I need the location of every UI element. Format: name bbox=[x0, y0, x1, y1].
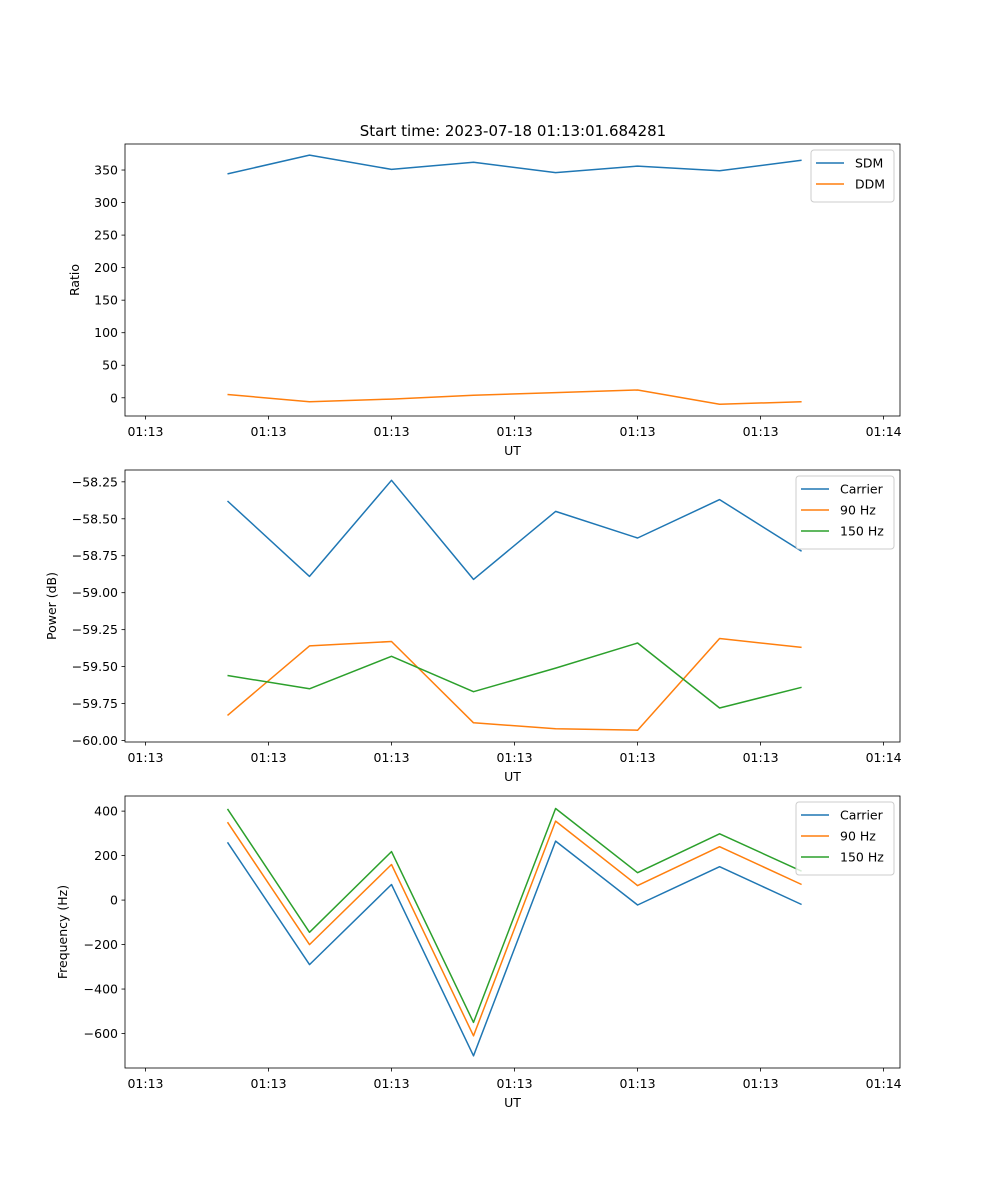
x-tick-label: 01:13 bbox=[251, 424, 287, 439]
y-tick-label: 400 bbox=[94, 804, 118, 819]
x-tick-label: 01:13 bbox=[743, 750, 779, 765]
y-tick-label: 0 bbox=[110, 390, 118, 405]
y-tick-label: 200 bbox=[94, 260, 118, 275]
y-tick-label: −200 bbox=[84, 937, 118, 952]
y-tick-label: 0 bbox=[110, 893, 118, 908]
x-tick-label: 01:13 bbox=[620, 1076, 656, 1091]
y-tick-label: −59.00 bbox=[72, 585, 118, 600]
legend-label: SDM bbox=[855, 156, 883, 171]
x-axis-label: UT bbox=[504, 769, 521, 784]
x-axis-label: UT bbox=[504, 443, 521, 458]
x-tick-label: 01:14 bbox=[866, 424, 902, 439]
chart-panel-3: −600 −400 −200 0 200 400 01:13 01:13 01:13 01:13 0… bbox=[55, 795, 902, 1110]
x-tick-label: 01:13 bbox=[743, 424, 779, 439]
figure-title: Start time: 2023-07-18 01:13:01.684281 bbox=[360, 122, 666, 140]
legend-label: DDM bbox=[855, 177, 885, 192]
series-line-90-hz bbox=[226, 820, 802, 1037]
x-tick-label: 01:13 bbox=[251, 1076, 287, 1091]
legend: Carrier 90 Hz 150 Hz bbox=[795, 801, 895, 876]
x-tick-label: 01:13 bbox=[620, 424, 656, 439]
x-tick-label: 01:13 bbox=[497, 424, 533, 439]
y-tick-label: 100 bbox=[94, 325, 118, 340]
x-tick-label: 01:13 bbox=[620, 750, 656, 765]
y-tick-label: −400 bbox=[84, 982, 118, 997]
x-tick-label: 01:13 bbox=[374, 1076, 410, 1091]
y-tick-label: 350 bbox=[94, 163, 118, 178]
y-tick-label: 50 bbox=[102, 358, 118, 373]
y-tick-label: −58.75 bbox=[72, 548, 118, 563]
series-line-90-hz bbox=[227, 637, 802, 731]
y-tick-label: 200 bbox=[94, 848, 118, 863]
legend: Carrier 90 Hz 150 Hz bbox=[795, 475, 895, 550]
x-tick-label: 01:13 bbox=[374, 750, 410, 765]
y-tick-label: 300 bbox=[94, 195, 118, 210]
x-tick-label: 01:13 bbox=[497, 750, 533, 765]
series-line-150-hz bbox=[227, 642, 802, 709]
chart-panel-1: 0 50 100 150 200 250 300 350 01:13 01:13 01:13 01:1… bbox=[67, 143, 902, 458]
y-tick-label: −59.75 bbox=[72, 696, 118, 711]
x-tick-label: 01:14 bbox=[866, 1076, 902, 1091]
series-line-ddm bbox=[227, 389, 802, 406]
axes-frame bbox=[124, 795, 901, 1069]
legend-label: 150 Hz bbox=[840, 524, 884, 539]
x-tick-label: 01:13 bbox=[497, 1076, 533, 1091]
chart-panel-2: −60.00 −59.75 −59.50 −59.25 −59.00 −58.75 −58.… bbox=[44, 469, 902, 784]
legend-label: Carrier bbox=[840, 482, 884, 497]
y-tick-label: −60.00 bbox=[72, 733, 118, 748]
y-tick-label: −59.50 bbox=[72, 659, 118, 674]
x-axis-label: UT bbox=[504, 1095, 521, 1110]
x-tick-label: 01:13 bbox=[251, 750, 287, 765]
series-line-carrier bbox=[226, 840, 802, 1057]
legend-label: 90 Hz bbox=[840, 503, 876, 518]
y-tick-label: −600 bbox=[84, 1026, 118, 1041]
y-axis-label: Frequency (Hz) bbox=[55, 885, 70, 979]
x-tick-label: 01:13 bbox=[743, 1076, 779, 1091]
x-tick-label: 01:13 bbox=[127, 1076, 163, 1091]
legend: SDM DDM bbox=[810, 149, 895, 203]
axes-frame bbox=[124, 143, 901, 417]
series-line-carrier bbox=[226, 479, 802, 581]
y-axis-label: Power (dB) bbox=[44, 572, 59, 640]
legend-label: 150 Hz bbox=[840, 850, 884, 865]
y-tick-label: −59.25 bbox=[72, 622, 118, 637]
axes-frame bbox=[124, 469, 901, 743]
series-line-sdm bbox=[227, 154, 802, 175]
x-tick-label: 01:13 bbox=[127, 424, 163, 439]
legend-label: Carrier bbox=[840, 808, 884, 823]
x-tick-label: 01:14 bbox=[866, 750, 902, 765]
y-tick-label: 150 bbox=[94, 293, 118, 308]
y-tick-label: −58.25 bbox=[72, 474, 118, 489]
x-tick-label: 01:13 bbox=[127, 750, 163, 765]
y-tick-label: −58.50 bbox=[72, 511, 118, 526]
legend-label: 90 Hz bbox=[840, 829, 876, 844]
series-line-150-hz bbox=[226, 807, 802, 1024]
y-axis-label: Ratio bbox=[67, 264, 82, 296]
y-tick-label: 250 bbox=[94, 228, 118, 243]
x-tick-label: 01:13 bbox=[374, 424, 410, 439]
